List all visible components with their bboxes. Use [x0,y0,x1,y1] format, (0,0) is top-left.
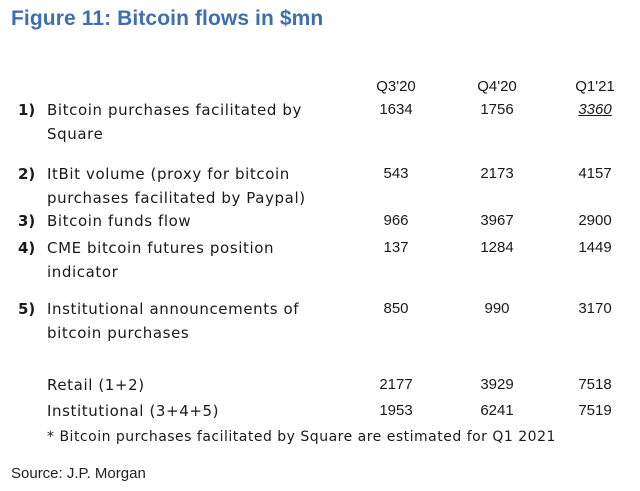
row-label-itbit: ItBit volume (proxy for bitcoin purchase… [47,165,306,207]
row-number: 4) [18,239,36,257]
table-cell: 3967 [480,212,514,229]
table-cell: 1449 [578,239,612,256]
column-header-q4-20: Q4'20 [477,78,517,95]
table-cell: 137 [383,239,409,256]
table-cell: 1756 [480,101,514,118]
column-header-q1-21: Q1'21 [575,78,615,95]
table-cell: 7519 [578,402,612,419]
table-cell-estimated: 3360 [578,101,612,118]
table-cell: 543 [383,165,409,182]
table-cell: 850 [383,300,409,317]
table-cell: 1634 [379,101,413,118]
table-cell: 2173 [480,165,514,182]
source-line: Source: J.P. Morgan [11,465,146,482]
table-cell: 3929 [480,376,514,393]
table-cell: 990 [484,300,510,317]
column-header-q3-20: Q3'20 [376,78,416,95]
table-cell: 3170 [578,300,612,317]
table-cell: 966 [383,212,409,229]
row-label-cme: CME bitcoin futures position indicator [47,239,275,281]
row-label-square: Bitcoin purchases facilitated by Square [47,101,302,143]
total-label-institutional: Institutional (3+4+5) [47,402,220,420]
table-cell: 6241 [480,402,514,419]
row-number: 2) [18,165,36,183]
row-number: 5) [18,300,36,318]
table-cell: 2900 [578,212,612,229]
row-label-institutional-announcements: Institutional announcements of bitcoin p… [47,300,300,342]
table-cell: 1284 [480,239,514,256]
table-cell: 7518 [578,376,612,393]
table-cell: 2177 [379,376,413,393]
figure-title: Figure 11: Bitcoin flows in $mn [11,7,324,30]
total-label-retail: Retail (1+2) [47,376,145,394]
table-cell: 1953 [379,402,413,419]
row-number: 1) [18,101,36,119]
table-cell: 4157 [578,165,612,182]
row-label-funds-flow: Bitcoin funds flow [47,212,192,230]
footnote: * Bitcoin purchases facilitated by Squar… [47,429,556,445]
row-number: 3) [18,212,36,230]
